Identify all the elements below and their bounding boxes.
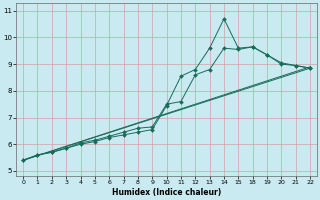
X-axis label: Humidex (Indice chaleur): Humidex (Indice chaleur)	[112, 188, 221, 197]
